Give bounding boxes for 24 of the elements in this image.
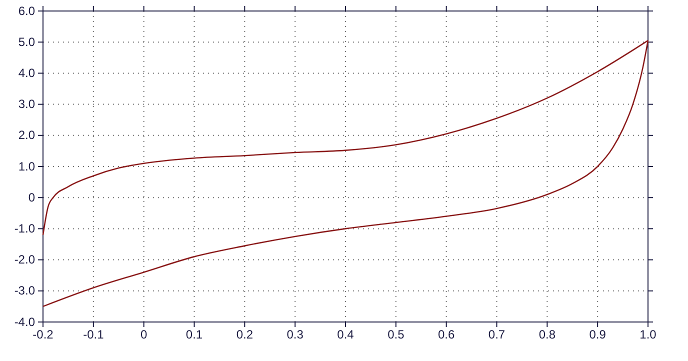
y-tick-label: -3.0 xyxy=(14,284,36,298)
x-tick-label: 0.8 xyxy=(538,328,556,342)
y-tick-label: 4.0 xyxy=(18,66,36,80)
x-tick-label: 0.2 xyxy=(236,328,254,342)
y-tick-label: -2.0 xyxy=(14,252,36,267)
x-tick-label: 0.1 xyxy=(186,328,203,342)
x-tick-label: 1.0 xyxy=(640,328,657,342)
x-tick-label: 0 xyxy=(140,328,148,342)
y-tick-label: 2.0 xyxy=(18,128,36,142)
y-tick-label: 0 xyxy=(28,190,36,204)
x-tick-label: 0.7 xyxy=(488,328,506,342)
x-tick-label: 0.5 xyxy=(388,328,405,342)
y-tick-label: 6.0 xyxy=(18,4,36,18)
x-tick-label: 0.3 xyxy=(286,328,304,342)
y-tick-label: 1.0 xyxy=(18,159,36,174)
y-tick-label: -1.0 xyxy=(14,222,36,236)
x-tick-label: -0.2 xyxy=(32,328,54,342)
x-tick-label: -0.1 xyxy=(83,328,104,342)
y-tick-label: 3.0 xyxy=(18,97,36,112)
x-tick-label: 0.9 xyxy=(589,328,606,342)
y-tick-label: -4.0 xyxy=(14,314,36,329)
x-tick-label: 0.6 xyxy=(438,328,455,342)
x-tick-label: 0.4 xyxy=(337,328,354,342)
y-tick-label: 5.0 xyxy=(18,34,36,49)
